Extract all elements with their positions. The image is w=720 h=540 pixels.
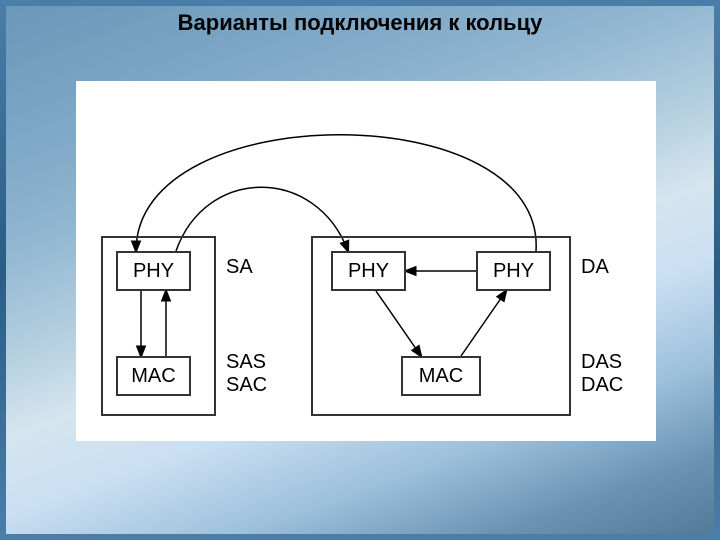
edge-e-phy3-phy1-curve bbox=[136, 135, 536, 251]
slide: Варианты подключения к кольцу PHYMACPHYP… bbox=[0, 0, 720, 540]
label-sas: SAS SAC bbox=[226, 351, 267, 397]
diagram-canvas: PHY MAC PHY PHY MAC SA SAS SAC DA DAS DAC bbox=[76, 81, 656, 441]
label-das: DAS DAC bbox=[581, 351, 623, 397]
node-phy3: PHY bbox=[476, 251, 551, 291]
label-sa: SA bbox=[226, 256, 253, 279]
node-phy1: PHY bbox=[116, 251, 191, 291]
label-da: DA bbox=[581, 256, 609, 279]
node-phy2: PHY bbox=[331, 251, 406, 291]
node-mac1: MAC bbox=[116, 356, 191, 396]
node-mac2: MAC bbox=[401, 356, 481, 396]
page-title: Варианты подключения к кольцу bbox=[6, 10, 714, 36]
